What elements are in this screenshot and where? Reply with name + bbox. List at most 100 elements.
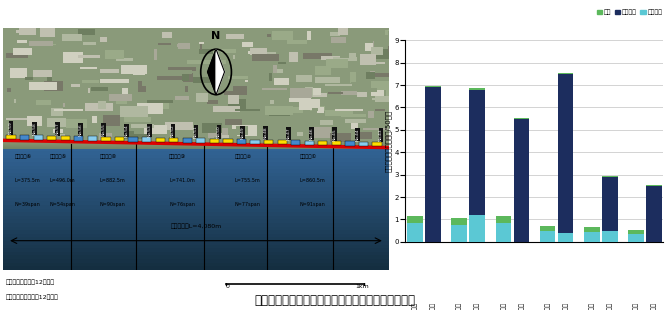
Bar — [7, 135, 15, 139]
Polygon shape — [208, 49, 216, 95]
Bar — [425, 87, 441, 242]
Bar — [223, 139, 232, 143]
Bar — [3, 194, 389, 198]
Bar — [470, 90, 485, 215]
Bar — [3, 148, 389, 149]
Bar — [233, 55, 235, 59]
Bar — [275, 69, 283, 73]
Bar — [34, 135, 43, 140]
Bar — [267, 34, 271, 37]
Text: 1km: 1km — [355, 284, 369, 289]
Bar — [185, 86, 188, 92]
Bar — [371, 71, 375, 73]
Text: No.53: No.53 — [148, 124, 151, 137]
Bar — [3, 266, 389, 270]
Bar — [325, 110, 353, 116]
Bar — [3, 190, 389, 194]
Text: No.43: No.43 — [379, 129, 383, 141]
Bar — [297, 132, 303, 136]
Text: No.47: No.47 — [287, 127, 290, 140]
Bar — [70, 83, 80, 87]
Bar — [169, 138, 178, 142]
Bar — [213, 106, 240, 112]
Bar — [15, 30, 29, 33]
Text: No.55: No.55 — [102, 123, 105, 136]
Text: N=54span: N=54span — [50, 202, 76, 207]
Text: N=91span: N=91span — [300, 202, 326, 207]
Bar — [225, 119, 243, 125]
Bar — [53, 129, 63, 133]
Bar — [372, 73, 395, 77]
Bar — [137, 103, 163, 114]
Bar — [133, 71, 145, 75]
Bar — [277, 140, 287, 144]
Text: No.45: No.45 — [333, 128, 336, 140]
Text: No.56: No.56 — [78, 123, 82, 136]
Bar — [646, 185, 662, 186]
Bar — [236, 126, 248, 135]
Bar — [78, 55, 100, 58]
Text: L=860.5m: L=860.5m — [300, 178, 326, 183]
Text: 事後保全: 事後保全 — [430, 302, 436, 310]
Bar — [68, 133, 94, 143]
Bar — [208, 128, 228, 138]
Text: 堤防一連区間ごとの予防保全・事後保全の費用比較: 堤防一連区間ごとの予防保全・事後保全の費用比較 — [255, 294, 415, 307]
Text: 一定区間⑥: 一定区間⑥ — [15, 154, 32, 159]
Bar — [204, 49, 218, 54]
Bar — [371, 47, 383, 55]
Bar — [121, 88, 127, 98]
Bar — [156, 66, 159, 69]
Bar — [63, 52, 82, 63]
Bar — [3, 208, 389, 212]
Bar — [304, 53, 332, 59]
Bar — [334, 57, 357, 61]
Bar — [386, 135, 409, 140]
Text: 事後保全: 事後保全 — [651, 302, 657, 310]
Bar — [371, 81, 395, 90]
Bar — [7, 88, 11, 91]
Bar — [452, 218, 467, 225]
Text: 事後保全: 事後保全 — [474, 302, 480, 310]
Bar — [373, 41, 380, 51]
Bar — [299, 99, 320, 110]
Text: L=496.0m: L=496.0m — [50, 178, 75, 183]
Bar — [373, 98, 394, 100]
Bar — [200, 43, 202, 50]
Bar — [407, 216, 423, 223]
Bar — [386, 86, 404, 96]
Bar — [351, 120, 358, 129]
Bar — [74, 136, 84, 140]
Bar — [289, 52, 298, 62]
Bar — [330, 37, 346, 43]
Bar — [377, 75, 403, 77]
Bar — [496, 216, 511, 223]
Bar — [269, 111, 290, 116]
Bar — [332, 141, 341, 145]
Bar — [289, 98, 312, 102]
Bar — [3, 187, 389, 191]
Bar — [300, 87, 322, 95]
Bar — [385, 30, 389, 35]
Text: No.52: No.52 — [171, 125, 175, 137]
Bar — [232, 125, 257, 135]
Bar — [3, 230, 389, 234]
Bar — [100, 79, 129, 83]
Bar — [359, 142, 368, 146]
Bar — [98, 101, 106, 109]
Bar — [321, 56, 349, 60]
Bar — [312, 108, 318, 111]
Bar — [310, 106, 325, 111]
Text: 予防保全: 予防保全 — [500, 302, 507, 310]
Bar — [584, 232, 600, 242]
Bar — [369, 111, 375, 118]
Bar — [29, 41, 53, 46]
Legend: 点検, 堤防更新, 堤防修繕: 点検, 堤防更新, 堤防修繕 — [594, 7, 665, 18]
Bar — [3, 172, 389, 176]
Bar — [202, 60, 226, 64]
Bar — [101, 137, 111, 141]
Bar — [47, 72, 52, 81]
Bar — [129, 137, 137, 142]
Bar — [17, 40, 27, 42]
Bar — [66, 119, 87, 128]
Bar — [144, 36, 151, 40]
